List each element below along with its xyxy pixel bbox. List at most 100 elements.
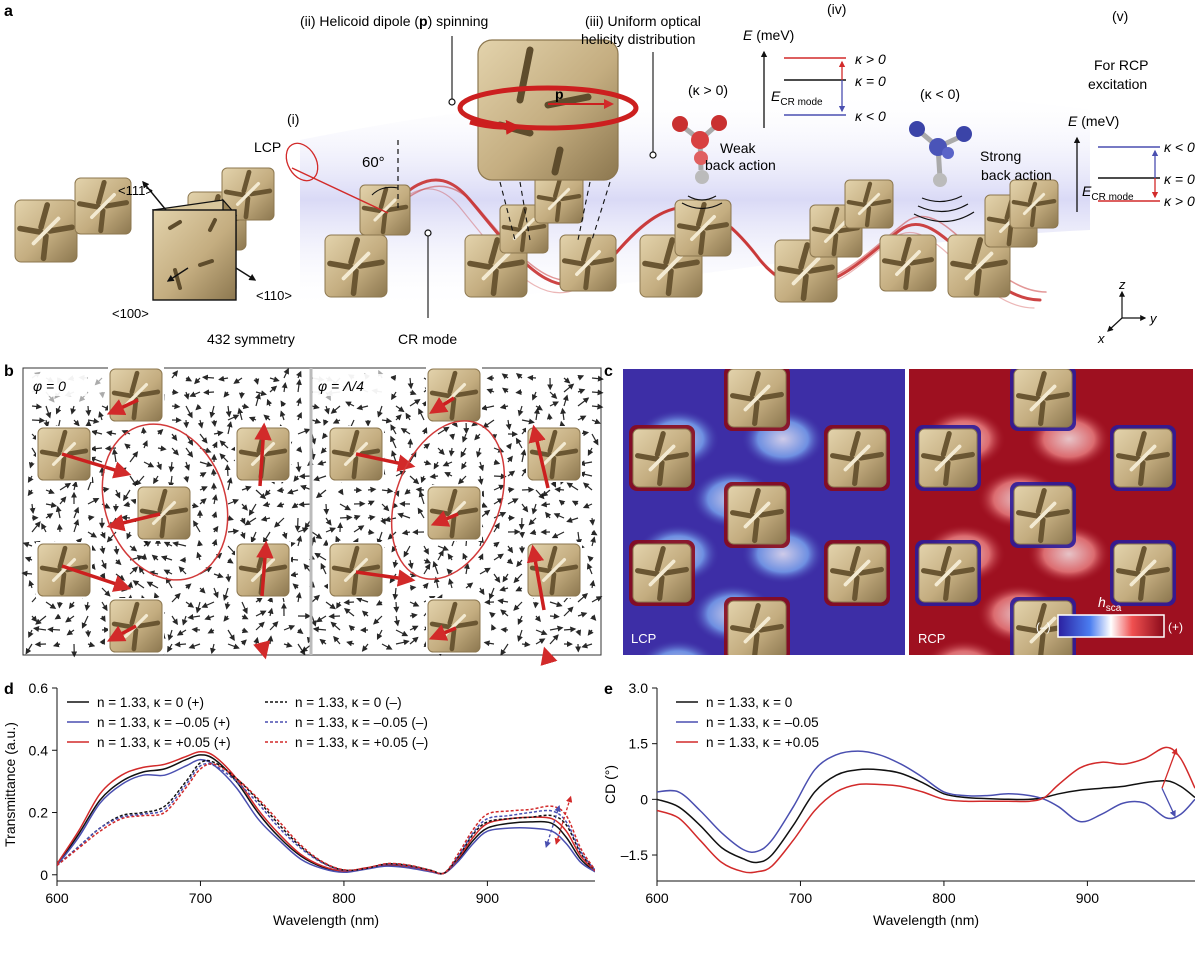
field-arrow bbox=[320, 447, 327, 454]
field-arrow bbox=[533, 407, 540, 421]
field-arrow bbox=[591, 433, 599, 446]
rcp-line1: For RCP bbox=[1094, 57, 1148, 73]
panel-c: c LCP RCP hsca (–) (+) bbox=[604, 363, 1193, 655]
field-arrow bbox=[493, 473, 507, 480]
field-arrow bbox=[315, 489, 327, 499]
rcp-nanoparticle-1 bbox=[918, 428, 978, 488]
field-arrow bbox=[283, 367, 289, 379]
x-axis-label: Wavelength (nm) bbox=[873, 912, 979, 928]
field-arrow bbox=[571, 500, 579, 507]
field-arrow bbox=[367, 500, 375, 507]
panel-a: a <111> <110> <100> 432 symmetry (i) LCP bbox=[4, 1, 1195, 347]
angle-label: 60° bbox=[362, 154, 385, 171]
field-arrow bbox=[515, 389, 523, 396]
field-arrow bbox=[409, 612, 418, 619]
field-arrow bbox=[553, 513, 565, 519]
field-arrow bbox=[390, 424, 397, 435]
series-line-0 bbox=[657, 768, 1195, 864]
field-arrow bbox=[55, 405, 62, 415]
dipole-arrow bbox=[428, 624, 457, 641]
field-arrow bbox=[520, 449, 527, 463]
field-arrow bbox=[517, 629, 523, 642]
field-arrow bbox=[31, 521, 41, 533]
x-tick-label: 700 bbox=[189, 890, 213, 906]
field-arrow bbox=[590, 614, 597, 621]
field-arrow bbox=[391, 450, 397, 463]
field-arrow bbox=[330, 405, 341, 414]
field-arrow bbox=[171, 615, 178, 626]
field-arrow bbox=[157, 445, 167, 452]
field-arrow bbox=[283, 641, 293, 648]
field-arrow bbox=[263, 414, 271, 421]
label-ii: (ii) Helicoid dipole (p) spinning bbox=[300, 13, 488, 29]
field-arrow bbox=[250, 531, 257, 544]
nanoparticle-b-3 bbox=[137, 486, 191, 540]
field-arrow bbox=[99, 545, 106, 555]
field-arrow bbox=[325, 517, 332, 526]
field-arrow bbox=[478, 461, 485, 472]
field-arrow bbox=[89, 456, 103, 463]
field-arrow bbox=[310, 615, 317, 627]
field-arrow bbox=[377, 405, 383, 418]
field-arrow bbox=[330, 621, 341, 631]
field-arrow bbox=[493, 484, 505, 491]
field-arrow bbox=[244, 517, 257, 526]
field-arrow bbox=[546, 413, 553, 421]
field-arrow bbox=[381, 417, 393, 424]
field-arrow bbox=[101, 486, 110, 493]
field-arrow bbox=[589, 579, 596, 589]
field-arrow bbox=[111, 448, 118, 463]
field-arrow bbox=[521, 503, 529, 513]
legend-entry: n = 1.33, κ = 0 (–) bbox=[295, 695, 402, 710]
ecr-label-lcp: ECR mode bbox=[771, 88, 823, 108]
field-arrow bbox=[417, 507, 425, 519]
molecule-red bbox=[672, 115, 727, 184]
field-arrow bbox=[184, 461, 190, 471]
field-arrow bbox=[586, 562, 593, 575]
field-arrow bbox=[562, 394, 569, 407]
field-arrow bbox=[43, 419, 50, 428]
field-arrow bbox=[143, 461, 155, 468]
lcp-nanoparticle-2 bbox=[827, 428, 887, 488]
field-arrow bbox=[527, 374, 537, 381]
field-arrow bbox=[549, 613, 560, 620]
field-arrow bbox=[563, 383, 575, 393]
direction-110-label: <110> bbox=[256, 288, 292, 303]
field-arrow bbox=[507, 486, 515, 493]
field-arrow bbox=[380, 517, 386, 525]
field-arrow bbox=[24, 556, 33, 563]
x-tick-label: 700 bbox=[789, 890, 813, 906]
field-arrow bbox=[474, 433, 481, 441]
field-arrow bbox=[241, 403, 250, 410]
field-arrow bbox=[27, 475, 34, 483]
field-arrow bbox=[549, 391, 558, 400]
dipole-arrows bbox=[61, 396, 558, 666]
field-arrow bbox=[227, 414, 240, 421]
field-arrow bbox=[207, 627, 215, 634]
label-iii-line2: helicity distribution bbox=[581, 31, 695, 47]
field-arrow bbox=[171, 592, 181, 603]
symmetry-label: 432 symmetry bbox=[207, 331, 295, 347]
field-arrow bbox=[566, 482, 579, 491]
nanoparticle-a-14 bbox=[844, 179, 894, 229]
field-arrow bbox=[266, 398, 273, 407]
dipole-arrow bbox=[526, 544, 546, 611]
field-arrow bbox=[409, 601, 420, 607]
field-arrow bbox=[518, 517, 525, 530]
field-arrow bbox=[211, 419, 218, 427]
field-arrow bbox=[493, 573, 501, 583]
field-arrow bbox=[502, 387, 509, 394]
field-arrow bbox=[345, 401, 355, 407]
rcp-nanoparticle-2 bbox=[1113, 428, 1173, 488]
field-arrow bbox=[87, 498, 100, 505]
y-tick-label: 0.2 bbox=[29, 805, 49, 821]
field-arrow bbox=[123, 501, 131, 508]
field-arrow bbox=[391, 391, 397, 401]
field-arrow bbox=[367, 514, 376, 521]
axis-z-label: z bbox=[1118, 277, 1126, 292]
field-arrow bbox=[499, 403, 509, 410]
field-arrow bbox=[211, 511, 218, 519]
field-arrow bbox=[101, 559, 107, 570]
field-arrow bbox=[255, 392, 261, 407]
field-arrow bbox=[311, 594, 320, 603]
